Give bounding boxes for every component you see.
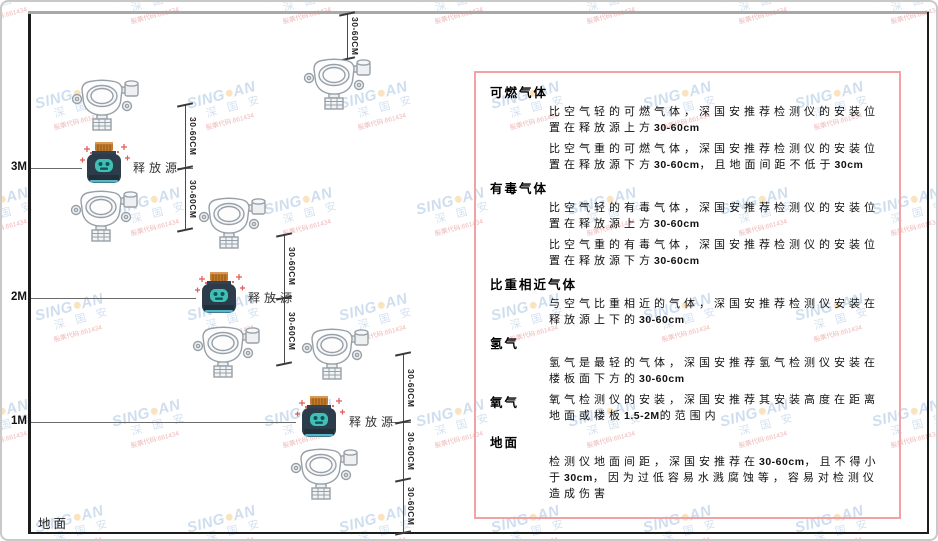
- gas-detector: [69, 186, 143, 247]
- gas-detector-icon: [301, 328, 369, 380]
- dimension-label: 30-60CM: [287, 311, 297, 351]
- sparkle-marks: [195, 274, 245, 293]
- dimension-label: 30-60CM: [188, 179, 198, 219]
- release-source-label: 释放源: [248, 291, 297, 305]
- gas-detector: [302, 54, 376, 115]
- gas-detector: [289, 444, 363, 505]
- dimension-label: 30-60CM: [350, 17, 360, 56]
- section-paragraph: 比空气轻的可燃气体，深国安推荐检测仪的安装位置在释放源上方30-60cm: [549, 106, 879, 134]
- gas-detector: [191, 322, 265, 383]
- section-paragraph: 与空气比重相近的气体，深国安推荐检测仪安装在释放源上下的30-60cm: [549, 298, 879, 326]
- sparkle-marks: [80, 144, 130, 163]
- dimension-label: 30-60CM: [406, 368, 416, 408]
- sparkle-marks: [295, 398, 345, 417]
- release-source-icon: [80, 142, 130, 183]
- dimension-tick: [177, 227, 193, 233]
- section-title: 可燃气体: [490, 86, 549, 100]
- release-source-icon: [195, 272, 245, 313]
- release-source: [191, 270, 247, 321]
- release-source-label: 释放源: [133, 161, 182, 175]
- info-panel: 可燃气体 比空气轻的可燃气体，深国安推荐检测仪的安装位置在释放源上方30-60cm…: [474, 71, 901, 519]
- release-source: [76, 140, 132, 191]
- level-line: [31, 422, 296, 423]
- dimension-label: 30-60CM: [287, 247, 297, 286]
- axis-height-label: 2M: [11, 291, 27, 303]
- right-wall-line: [927, 12, 929, 534]
- gas-detector-icon: [71, 79, 139, 131]
- section-paragraph: 比空气轻的有毒气体，深国安推荐检测仪的安装位置在释放源上方30-60cm: [549, 202, 879, 230]
- ceiling-line: [28, 11, 929, 14]
- gas-detector: [300, 324, 374, 385]
- dimension-tick: [276, 361, 292, 367]
- dimension-line: [403, 354, 404, 533]
- gas-detector-icon: [70, 190, 138, 242]
- section-paragraph: 氢气是最轻的气体，深国安推荐氢气检测仪安装在楼板面下方的30-60cm: [549, 357, 879, 385]
- ground-label: 地面: [38, 517, 70, 531]
- section-title: 有毒气体: [490, 182, 549, 196]
- axis-height-label: 3M: [11, 161, 27, 173]
- section-paragraph: 比空气重的有毒气体，深国安推荐检测仪的安装位置在释放源下方30-60cm: [549, 239, 879, 267]
- level-line: [31, 168, 82, 169]
- section-paragraph: 氧气检测仪的安装，深国安推荐其安装高度在距离地面或楼板1.5-2M的范围内: [549, 394, 879, 422]
- panel-section-5: 氧气 氧气检测仪的安装，深国安推荐其安装高度在距离地面或楼板1.5-2M的范围内: [490, 392, 883, 424]
- dimension-label: 30-60CM: [406, 487, 416, 526]
- section-title: 地面: [490, 436, 520, 450]
- ground-line: [28, 532, 929, 534]
- left-wall-line: [28, 12, 31, 534]
- gas-detector-icon: [303, 58, 371, 110]
- section-paragraph: 比空气重的可燃气体，深国安推荐检测仪的安装位置在释放源下方30-60cm，且地面…: [549, 143, 879, 171]
- section-title: 氧气: [490, 396, 520, 410]
- panel-section-6: 地面检测仪地面间距，深国安推荐在30-60cm，且不得小于30cm，因为过低容易…: [490, 432, 883, 502]
- release-source-icon: [295, 396, 345, 437]
- gas-detector-icon: [192, 326, 260, 378]
- panel-section-1: 可燃气体 比空气轻的可燃气体，深国安推荐检测仪的安装位置在释放源上方30-60cm…: [490, 82, 883, 173]
- section-paragraph: 检测仪地面间距，深国安推荐在30-60cm，且不得小于30cm，因为过低容易水溅…: [549, 456, 880, 500]
- section-title: 氢气: [490, 337, 520, 351]
- gas-detector: [70, 75, 144, 136]
- section-title: 比重相近气体: [490, 278, 578, 292]
- dimension-label: 30-60CM: [188, 117, 198, 156]
- dimension-line: [284, 235, 285, 364]
- release-source: [291, 394, 347, 445]
- panel-section-3: 比重相近气体与空气比重相近的气体，深国安推荐检测仪安装在释放源上下的30-60c…: [490, 274, 883, 328]
- release-source-label: 释放源: [349, 415, 398, 429]
- panel-section-2: 有毒气体 比空气轻的有毒气体，深国安推荐检测仪的安装位置在释放源上方30-60cm…: [490, 178, 883, 269]
- gas-detector-icon: [198, 197, 266, 249]
- gas-detector: [197, 193, 271, 254]
- dimension-line: [347, 14, 348, 59]
- panel-section-4: 氢气氢气是最轻的气体，深国安推荐氢气检测仪安装在楼板面下方的30-60cm: [490, 333, 883, 387]
- gas-detector-icon: [290, 448, 358, 500]
- axis-height-label: 1M: [11, 415, 27, 427]
- dimension-label: 30-60CM: [406, 431, 416, 471]
- level-line: [31, 298, 196, 299]
